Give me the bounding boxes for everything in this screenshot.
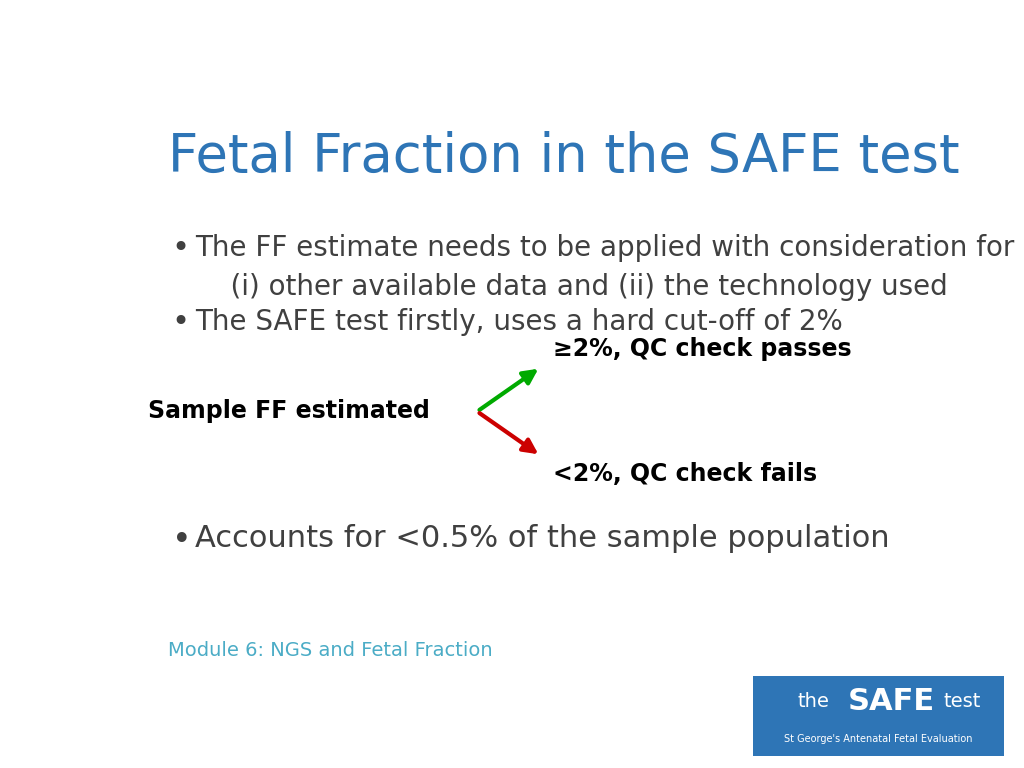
FancyBboxPatch shape [742,673,1014,760]
Text: ≥2%, QC check passes: ≥2%, QC check passes [553,337,851,361]
Text: the: the [798,692,829,711]
Text: The FF estimate needs to be applied with consideration for
    (i) other availab: The FF estimate needs to be applied with… [196,234,1015,301]
Text: SAFE: SAFE [848,687,935,716]
Text: •: • [172,234,189,263]
Text: Sample FF estimated: Sample FF estimated [147,399,430,423]
Text: Module 6: NGS and Fetal Fraction: Module 6: NGS and Fetal Fraction [168,641,493,660]
Text: <2%, QC check fails: <2%, QC check fails [553,462,817,486]
Text: test: test [943,692,981,711]
Text: •: • [172,308,189,337]
Text: Fetal Fraction in the SAFE test: Fetal Fraction in the SAFE test [168,131,959,183]
Text: St George's Antenatal Fetal Evaluation: St George's Antenatal Fetal Evaluation [783,733,973,743]
Text: The SAFE test firstly, uses a hard cut-off of 2%: The SAFE test firstly, uses a hard cut-o… [196,308,843,336]
Text: •: • [172,524,191,557]
Text: Accounts for <0.5% of the sample population: Accounts for <0.5% of the sample populat… [196,524,890,553]
